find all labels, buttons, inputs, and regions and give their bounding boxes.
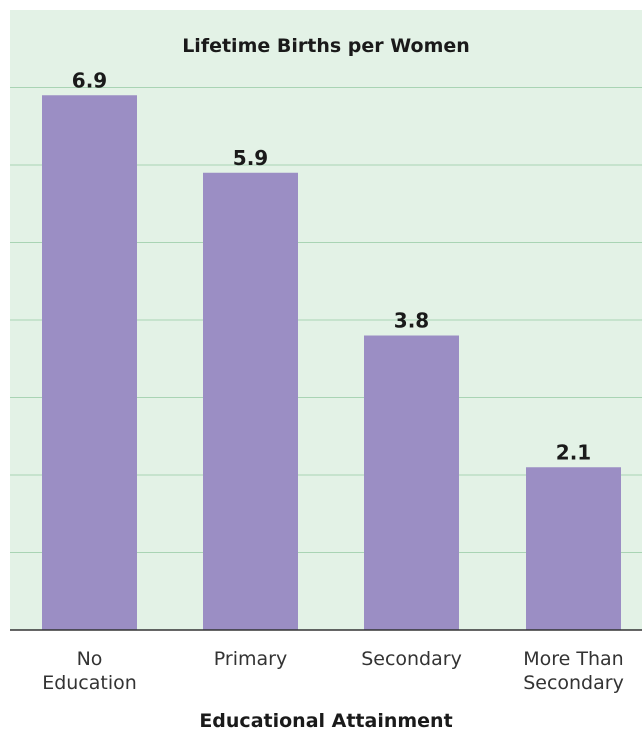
bar-value-label: 6.9 — [72, 68, 107, 92]
bar — [364, 335, 459, 630]
value-labels: 6.9 5.9 3.8 2.1 — [72, 68, 591, 464]
x-tick-label: No Education — [42, 648, 137, 694]
x-tick-label: More Than Secondary — [523, 648, 624, 694]
x-tick-label: Secondary — [361, 648, 462, 670]
bar-value-label: 2.1 — [556, 440, 591, 464]
x-tick-label-line: Education — [42, 672, 137, 694]
chart-title: Lifetime Births per Women — [182, 35, 470, 57]
bar-value-label: 5.9 — [233, 146, 268, 170]
x-tick-label-line: Secondary — [523, 672, 624, 694]
x-tick-label-line: No — [77, 648, 103, 670]
x-tick-label-line: Secondary — [361, 648, 462, 670]
x-tick-label-line: More Than — [523, 648, 623, 670]
x-tick-label: Primary — [214, 648, 287, 670]
bars — [42, 95, 621, 630]
x-tick-label-line: Primary — [214, 648, 287, 670]
bar-value-label: 3.8 — [394, 309, 429, 333]
bar — [203, 172, 298, 630]
bar — [526, 467, 621, 630]
x-axis-title: Educational Attainment — [199, 710, 452, 732]
bar — [42, 95, 137, 630]
